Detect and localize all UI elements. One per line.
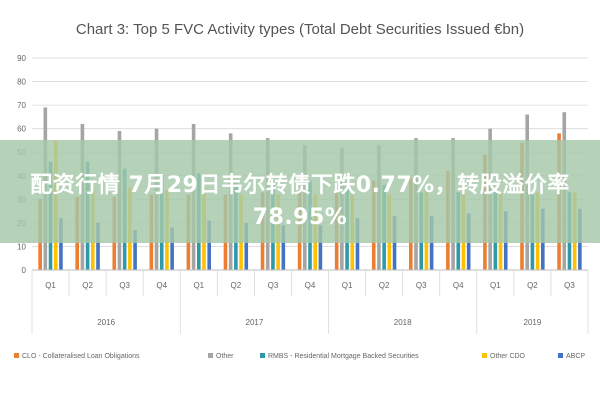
y-tick-label: 60	[17, 125, 26, 134]
chart-title: Chart 3: Top 5 FVC Activity types (Total…	[76, 21, 524, 38]
bar	[59, 218, 63, 270]
legend-label: RMBS - Residential Mortgage Backed Secur…	[268, 353, 419, 360]
headline-overlay-line-2: 78.95%	[252, 205, 348, 230]
x-tick-label: Q2	[379, 281, 390, 290]
x-tick-label: Q4	[305, 281, 316, 290]
bar	[355, 218, 360, 270]
y-tick-label: 10	[17, 242, 26, 251]
headline-overlay-band	[0, 140, 600, 243]
bar	[170, 227, 174, 270]
y-tick-label: 70	[17, 101, 26, 110]
x-tick-label: Q1	[193, 281, 204, 290]
bar	[281, 225, 286, 270]
legend-label: Other	[216, 353, 234, 360]
x-tick-label: Q3	[416, 281, 427, 290]
legend-label: ABCP	[566, 353, 585, 360]
legend-swatch	[14, 353, 19, 358]
bar	[207, 220, 211, 270]
bar	[133, 229, 137, 270]
legend-label: Other CDO	[490, 353, 526, 360]
year-group-label: 2019	[524, 318, 542, 327]
bar	[244, 222, 249, 270]
x-tick-label: Q3	[564, 281, 575, 290]
x-tick-label: Q3	[119, 281, 130, 290]
legend-swatch	[208, 353, 213, 358]
bar	[96, 222, 100, 270]
x-tick-label: Q1	[490, 281, 501, 290]
y-tick-label: 0	[22, 266, 27, 275]
x-tick-label: Q4	[453, 281, 464, 290]
legend: CLO - Collateralised Loan Obligations Oth…	[14, 353, 585, 360]
x-tick-label: Q3	[268, 281, 279, 290]
x-tick-label: Q2	[231, 281, 242, 290]
year-group-label: 2018	[394, 318, 412, 327]
year-group-label: 2017	[246, 318, 264, 327]
legend-swatch	[260, 353, 265, 358]
y-tick-label: 80	[17, 78, 26, 87]
x-tick-label: Q2	[527, 281, 538, 290]
y-tick-label: 90	[17, 54, 26, 63]
x-tick-label: Q1	[342, 281, 353, 290]
legend-swatch	[558, 353, 563, 358]
headline-overlay-line-1: 配资行情 7月29日韦尔转债下跌0.77%，转股溢价率	[30, 173, 570, 198]
x-tick-label: Q4	[156, 281, 167, 290]
bar	[318, 225, 323, 270]
x-tick-label: Q1	[45, 281, 56, 290]
x-tick-label: Q2	[82, 281, 93, 290]
legend-label: CLO - Collateralised Loan Obligations	[22, 353, 140, 360]
year-group-label: 2016	[97, 318, 115, 327]
legend-swatch	[482, 353, 487, 358]
